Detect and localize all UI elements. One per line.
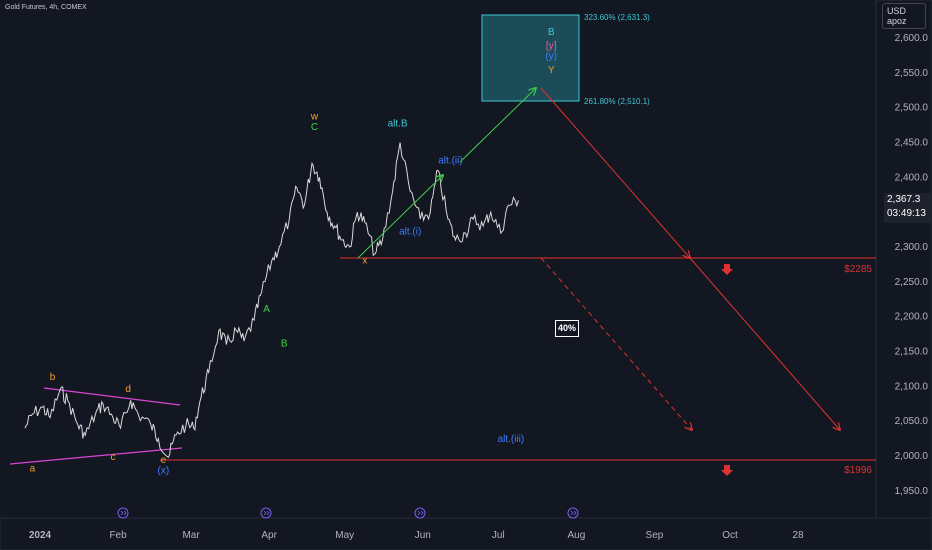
wave-labels: B [y](y) YwC alt.B alt.(ii) alt.(i) x A Bb d c a e(x…: [30, 27, 557, 476]
wave-label: e: [161, 455, 167, 466]
projection-red-dashed-arrow: [540, 257, 692, 430]
level-2285-label: $2285: [844, 264, 872, 275]
x-tick-label: Jul: [492, 530, 505, 541]
wave-label: [y]: [546, 40, 557, 51]
chart-title: Gold Futures, 4h, COMEX: [5, 4, 87, 11]
account-name: apoz: [887, 16, 907, 26]
y-tick-label: 2,250.0: [895, 277, 929, 288]
wave-label: alt.(iii): [498, 434, 525, 445]
price-line: [24, 142, 519, 459]
down-arrow-icon: [721, 264, 733, 275]
y-tick-label: 2,050.0: [895, 416, 929, 427]
x-tick-label: Aug: [567, 530, 585, 541]
wave-label: a: [30, 463, 36, 474]
x-axis-ticks: 2024 Feb Mar Apr May Jun Jul Aug Sep Oct 28: [29, 530, 804, 541]
y-tick-label: 2,300.0: [895, 242, 929, 253]
projection-red-arrow-1: [540, 87, 690, 258]
y-tick-label: 1,950.0: [895, 486, 929, 497]
y-tick-label: 2,500.0: [895, 103, 929, 114]
y-tick-label: 2,200.0: [895, 312, 929, 323]
x-tick-label: 2024: [29, 530, 52, 541]
bar-countdown: 03:49:13: [887, 208, 926, 219]
x-tick-label: Mar: [182, 530, 200, 541]
last-price: 2,367.3: [887, 194, 921, 205]
price-series: [24, 142, 519, 459]
y-tick-label: 2,000.0: [895, 451, 929, 462]
event-marker-icon[interactable]: [567, 507, 579, 519]
wave-label: x: [362, 256, 367, 267]
wave-label: alt.(ii): [438, 155, 462, 166]
wave-label: w: [310, 112, 319, 123]
wave-label: c: [111, 452, 116, 463]
wave-label: B: [281, 339, 288, 350]
x-tick-label: Apr: [261, 530, 277, 541]
projection-red-arrow-2: [689, 257, 840, 430]
y-tick-label: 2,600.0: [895, 33, 929, 44]
currency-selector[interactable]: USD apoz: [882, 3, 926, 29]
wave-label: d: [125, 384, 131, 395]
wave-label: (y): [545, 51, 557, 62]
y-tick-label: 2,450.0: [895, 138, 929, 149]
x-axis-panel[interactable]: [0, 517, 932, 550]
event-marker-icon[interactable]: [414, 507, 426, 519]
y-axis-panel[interactable]: [875, 0, 932, 519]
y-tick-label: 2,150.0: [895, 347, 929, 358]
wave-label: b: [50, 372, 56, 383]
y-tick-label: 2,100.0: [895, 381, 929, 392]
wave-label: A: [263, 304, 270, 315]
wave-label: B: [548, 27, 555, 38]
currency-code: USD: [887, 6, 907, 16]
wave-label: Y: [548, 65, 555, 76]
wave-label: alt.B: [388, 118, 408, 129]
down-arrow-icon: [721, 465, 733, 476]
y-tick-label: 2,550.0: [895, 68, 929, 79]
wave-label: (x): [158, 465, 170, 476]
event-marker-icon[interactable]: [260, 507, 272, 519]
target-high-label: 323.60% (2,631.3): [584, 13, 650, 22]
triangle-lower-trendline: [9, 447, 183, 465]
target-low-label: 261.80% (2,510.1): [584, 97, 650, 106]
target-zone-box: [481, 14, 580, 102]
x-tick-label: Sep: [646, 530, 664, 541]
y-axis-ticks: 2,600.02,550.02,500.02,450.02,400.02,350…: [895, 33, 929, 497]
x-tick-label: Oct: [722, 530, 738, 541]
x-tick-label: May: [335, 530, 354, 541]
x-tick-label: Jun: [415, 530, 431, 541]
projection-green-arrow-2: [459, 88, 536, 163]
projection-green-arrow-1: [357, 175, 443, 259]
level-1996-label: $1996: [844, 465, 872, 476]
x-tick-label: 28: [792, 530, 804, 541]
triangle-upper-trendline: [43, 387, 181, 406]
wave-label: alt.(i): [399, 226, 421, 237]
probability-label: 40%: [555, 320, 579, 337]
y-tick-label: 2,400.0: [895, 172, 929, 183]
last-price-tag: 2,367.3 03:49:13: [884, 193, 932, 223]
wave-label: C: [311, 122, 318, 133]
x-tick-label: Feb: [109, 530, 127, 541]
event-marker-icon[interactable]: [117, 507, 129, 519]
